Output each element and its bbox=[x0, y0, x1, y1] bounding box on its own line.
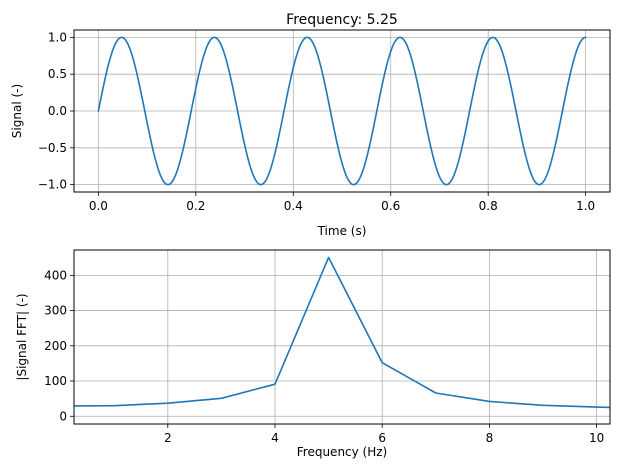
bot-x-tick-label: 6 bbox=[378, 431, 386, 445]
bot-y-tick-label: 200 bbox=[44, 339, 67, 353]
time-signal-x-ticks: 0.0 0.2 0.4 0.6 0.8 1.0 bbox=[89, 192, 595, 213]
top-x-tick-label: 0.2 bbox=[186, 199, 205, 213]
time-signal-axes: Frequency: 5.25 0.0 0.2 0.4 0.6 0.8 1.0 −1.0−… bbox=[10, 12, 611, 238]
bot-y-tick-label: 400 bbox=[44, 268, 67, 282]
time-signal-x-axis-label: Time (s) bbox=[317, 224, 367, 238]
time-signal-title: Frequency: 5.25 bbox=[286, 12, 398, 28]
fft-grid bbox=[74, 250, 610, 424]
bot-y-tick-label: 0 bbox=[59, 409, 67, 423]
top-x-tick-label: 0.0 bbox=[89, 199, 108, 213]
time-signal-grid bbox=[74, 30, 610, 192]
top-x-tick-label: 0.6 bbox=[381, 199, 400, 213]
top-y-tick-label: 1.0 bbox=[48, 30, 67, 44]
top-x-tick-label: 0.8 bbox=[479, 199, 498, 213]
top-y-tick-label: 0.5 bbox=[48, 67, 67, 81]
time-signal-y-ticks: −1.0 −0.5 0.0 0.5 1.0 bbox=[38, 30, 74, 192]
top-y-tick-label: 0.0 bbox=[48, 104, 67, 118]
top-y-tick-label: −1.0 bbox=[38, 178, 67, 192]
fft-axes: 2 4 6 8 10 0 100 200 300 400 Frequency (Hz) |Sig… bbox=[15, 249, 611, 459]
fft-y-ticks: 0 100 200 300 400 bbox=[44, 268, 74, 423]
fft-frame bbox=[73, 249, 611, 425]
fft-x-ticks: 2 4 6 8 10 bbox=[164, 424, 604, 445]
time-signal-y-axis-label: Signal (-) bbox=[10, 84, 24, 138]
bot-x-tick-label: 2 bbox=[164, 431, 172, 445]
fft-x-axis-label: Frequency (Hz) bbox=[297, 445, 388, 459]
fft-series-line bbox=[74, 256, 610, 409]
top-y-tick-label: −0.5 bbox=[38, 141, 67, 155]
bot-x-tick-label: 4 bbox=[271, 431, 279, 445]
time-signal-series-line bbox=[97, 36, 587, 186]
bot-x-tick-label: 8 bbox=[486, 431, 494, 445]
bot-x-tick-label: 10 bbox=[589, 431, 604, 445]
bot-y-tick-label: 300 bbox=[44, 304, 67, 318]
bot-y-tick-label: 100 bbox=[44, 374, 67, 388]
top-x-tick-label: 1.0 bbox=[576, 199, 595, 213]
fft-y-axis-label: |Signal FFT| (-) bbox=[15, 293, 29, 380]
top-x-tick-label: 0.4 bbox=[284, 199, 303, 213]
